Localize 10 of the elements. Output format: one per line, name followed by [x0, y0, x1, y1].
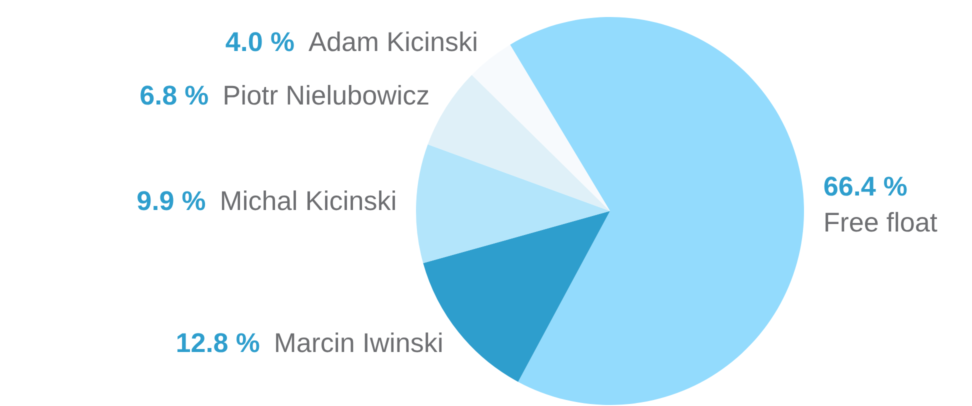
- data-label: 4.0 %: [225, 26, 294, 57]
- slice-label: Marcin Iwinski: [274, 328, 444, 358]
- data-label: 9.9 %: [136, 186, 206, 216]
- data-label: 66.4 %: [823, 171, 908, 202]
- slice-label: Michal Kicinski: [220, 186, 397, 216]
- data-label: 6.8 %: [140, 80, 209, 110]
- slice-label: Adam Kicinski: [308, 26, 478, 57]
- slice-label: Free float: [823, 207, 938, 238]
- data-label: 12.8 %: [176, 328, 260, 358]
- slice-label: Piotr Nielubowicz: [222, 80, 430, 110]
